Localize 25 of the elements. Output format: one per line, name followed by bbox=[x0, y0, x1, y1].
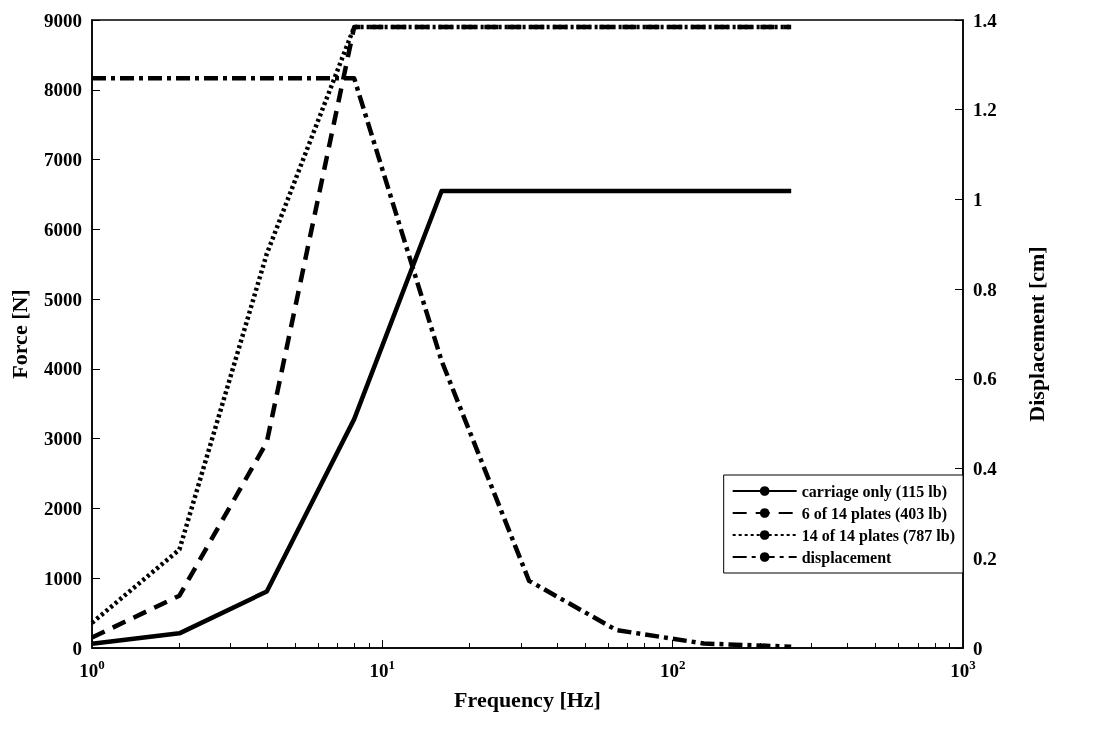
x-axis-title: Frequency [Hz] bbox=[454, 686, 601, 712]
y-tick-label: 4000 bbox=[44, 358, 82, 380]
y-axis-title: Force [N] bbox=[6, 289, 32, 379]
y-tick-label: 1000 bbox=[44, 567, 82, 589]
y-tick-label: 5000 bbox=[44, 288, 82, 310]
y2-axis-title: Displacement [cm] bbox=[1023, 246, 1049, 422]
y-tick-label: 0 bbox=[72, 637, 82, 659]
y-tick-label: 9000 bbox=[44, 9, 82, 31]
y2-tick-label: 1 bbox=[973, 188, 983, 210]
y2-tick-label: 0 bbox=[973, 637, 983, 659]
y2-tick-label: 1.4 bbox=[973, 9, 998, 31]
y2-tick-label: 0.8 bbox=[973, 278, 997, 300]
y-tick-label: 8000 bbox=[44, 79, 82, 101]
y2-tick-label: 0.2 bbox=[973, 547, 997, 569]
y-tick-label: 3000 bbox=[44, 428, 82, 450]
y2-tick-label: 1.2 bbox=[973, 99, 997, 121]
y-tick-label: 7000 bbox=[44, 149, 82, 171]
y-tick-label: 6000 bbox=[44, 218, 82, 240]
legend-label: 14 of 14 plates (787 lb) bbox=[801, 526, 955, 545]
y2-tick-label: 0.6 bbox=[973, 368, 997, 390]
legend-label: displacement bbox=[801, 548, 893, 567]
y2-tick-label: 0.4 bbox=[973, 458, 998, 480]
legend-label: carriage only (115 lb) bbox=[801, 482, 947, 501]
legend-label: 6 of 14 plates (403 lb) bbox=[801, 504, 947, 523]
y-tick-label: 2000 bbox=[44, 497, 82, 519]
